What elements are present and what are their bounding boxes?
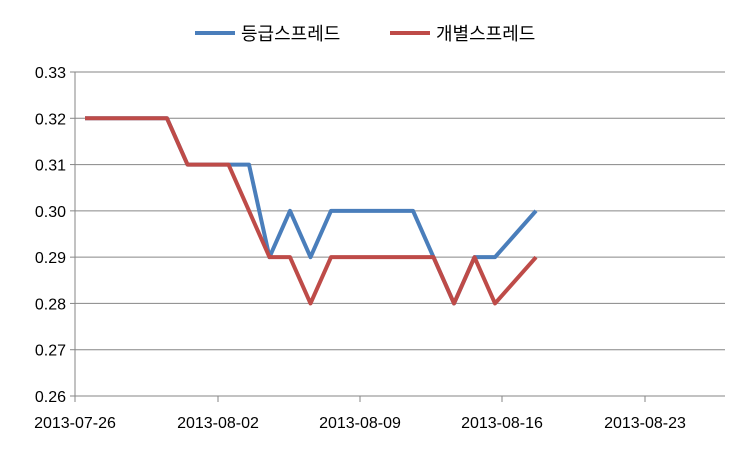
y-tick-labels: 0.26 0.27 0.28 0.29 0.30 0.31 0.32 0.33 xyxy=(35,65,66,406)
legend-label-series-1: 등급스프레드 xyxy=(241,24,340,45)
y-tick-label: 0.27 xyxy=(35,343,66,360)
y-tick-label: 0.28 xyxy=(35,296,66,313)
y-tick-label: 0.29 xyxy=(35,250,66,267)
y-tick-label: 0.30 xyxy=(35,204,66,221)
y-tick-label: 0.33 xyxy=(35,65,66,82)
series-line-2 xyxy=(85,116,538,306)
x-tick-label: 2013-08-16 xyxy=(461,415,543,432)
x-tick-label: 2013-08-02 xyxy=(177,415,259,432)
legend-label-series-2: 개별스프레드 xyxy=(436,24,535,45)
x-tick-label: 2013-07-26 xyxy=(34,415,116,432)
x-tick-labels: 2013-07-26 2013-08-02 2013-08-09 2013-08-16… xyxy=(34,396,686,432)
series-lines xyxy=(85,116,538,306)
y-tick-label: 0.32 xyxy=(35,111,66,128)
x-tick-label: 2013-08-09 xyxy=(319,415,401,432)
legend: 등급스프레드 개별스프레드 xyxy=(195,24,535,45)
y-tick-label: 0.26 xyxy=(35,389,66,406)
x-tick-label: 2013-08-23 xyxy=(604,415,686,432)
y-tick-label: 0.31 xyxy=(35,158,66,175)
axes xyxy=(74,72,725,397)
